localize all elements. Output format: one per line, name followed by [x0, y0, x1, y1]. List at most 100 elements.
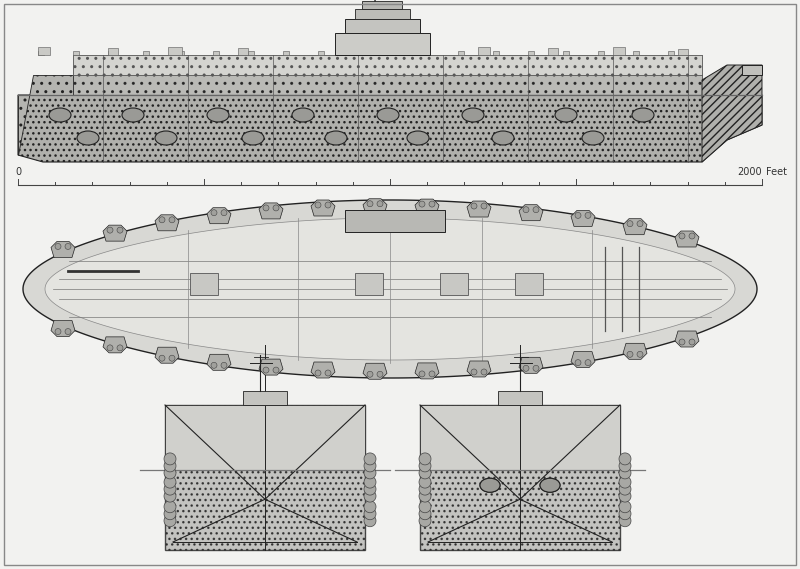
Bar: [38, 51, 44, 55]
Ellipse shape: [49, 108, 71, 122]
Circle shape: [481, 369, 487, 375]
Ellipse shape: [555, 108, 577, 122]
Ellipse shape: [582, 131, 604, 145]
Circle shape: [164, 476, 176, 488]
Bar: [318, 51, 324, 55]
Circle shape: [164, 508, 176, 519]
Circle shape: [159, 355, 165, 361]
Ellipse shape: [540, 479, 560, 492]
Circle shape: [419, 201, 425, 207]
Circle shape: [523, 207, 529, 213]
Circle shape: [211, 362, 217, 368]
Bar: [598, 51, 604, 55]
Ellipse shape: [462, 108, 484, 122]
Circle shape: [533, 207, 539, 213]
Polygon shape: [259, 203, 283, 219]
Circle shape: [627, 351, 633, 357]
Circle shape: [575, 360, 581, 366]
Bar: [238, 48, 248, 55]
Circle shape: [211, 210, 217, 216]
Circle shape: [619, 515, 631, 527]
Bar: [335, 33, 430, 55]
Polygon shape: [519, 357, 543, 373]
Circle shape: [619, 453, 631, 465]
Polygon shape: [45, 218, 735, 360]
Bar: [362, 1, 402, 9]
Polygon shape: [207, 354, 231, 370]
Polygon shape: [207, 208, 231, 224]
Circle shape: [315, 370, 321, 376]
Polygon shape: [702, 65, 762, 162]
Circle shape: [164, 515, 176, 527]
Circle shape: [107, 227, 113, 233]
Circle shape: [619, 490, 631, 502]
Circle shape: [419, 501, 431, 513]
Bar: [678, 49, 688, 55]
Ellipse shape: [325, 131, 347, 145]
Circle shape: [619, 501, 631, 513]
Polygon shape: [467, 201, 491, 217]
Circle shape: [164, 490, 176, 502]
Circle shape: [627, 221, 633, 226]
Bar: [345, 210, 445, 232]
Ellipse shape: [77, 131, 99, 145]
Circle shape: [164, 483, 176, 495]
Polygon shape: [18, 95, 762, 162]
Bar: [38, 47, 50, 55]
Polygon shape: [103, 337, 127, 353]
Circle shape: [619, 460, 631, 472]
Circle shape: [364, 476, 376, 488]
Bar: [178, 51, 184, 55]
Circle shape: [637, 221, 643, 226]
Ellipse shape: [480, 479, 500, 492]
Circle shape: [689, 339, 695, 345]
Circle shape: [619, 508, 631, 519]
Circle shape: [367, 201, 373, 207]
Text: Feet: Feet: [766, 167, 787, 177]
Circle shape: [159, 217, 165, 223]
Bar: [165, 405, 365, 470]
Circle shape: [419, 476, 431, 488]
Text: 0: 0: [15, 167, 21, 177]
Circle shape: [364, 467, 376, 479]
Bar: [668, 51, 674, 55]
Circle shape: [679, 339, 685, 345]
Ellipse shape: [122, 108, 144, 122]
Circle shape: [169, 217, 175, 223]
Ellipse shape: [480, 479, 500, 492]
Circle shape: [471, 369, 477, 375]
Polygon shape: [363, 363, 387, 380]
Bar: [73, 75, 702, 95]
Text: 2000: 2000: [738, 167, 762, 177]
Bar: [613, 47, 625, 55]
Bar: [283, 51, 289, 55]
Circle shape: [637, 351, 643, 357]
Polygon shape: [311, 200, 335, 216]
Polygon shape: [155, 215, 179, 231]
Polygon shape: [415, 199, 439, 215]
Bar: [515, 273, 543, 295]
Bar: [143, 51, 149, 55]
Bar: [73, 55, 702, 75]
Circle shape: [481, 203, 487, 209]
Circle shape: [117, 345, 123, 351]
Circle shape: [419, 453, 431, 465]
Ellipse shape: [632, 108, 654, 122]
Bar: [420, 405, 620, 550]
Circle shape: [575, 212, 581, 218]
Circle shape: [364, 460, 376, 472]
Bar: [493, 51, 499, 55]
Ellipse shape: [242, 131, 264, 145]
Circle shape: [619, 467, 631, 479]
Bar: [388, 51, 394, 55]
Circle shape: [419, 508, 431, 519]
Circle shape: [585, 360, 591, 366]
Circle shape: [273, 205, 279, 211]
Circle shape: [221, 362, 227, 368]
Circle shape: [377, 201, 383, 207]
Circle shape: [364, 508, 376, 519]
Circle shape: [377, 371, 383, 377]
Bar: [420, 405, 620, 470]
Circle shape: [55, 244, 61, 249]
Polygon shape: [51, 320, 75, 336]
